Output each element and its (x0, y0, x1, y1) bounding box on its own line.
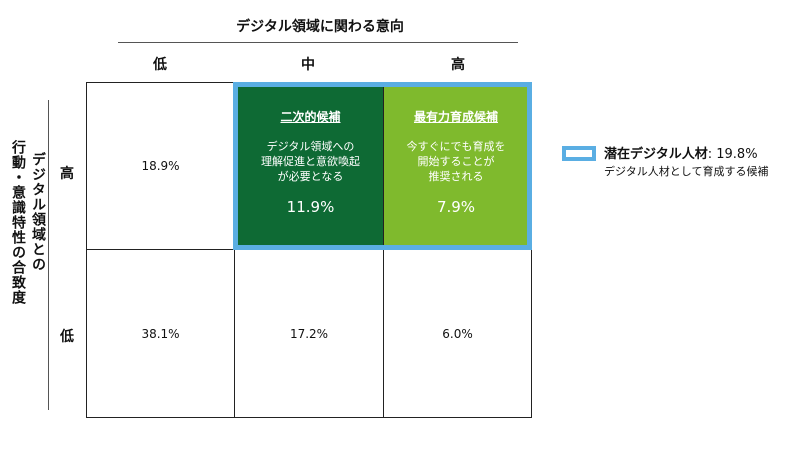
legend-label: 潜在デジタル人材: 19.8% (604, 143, 758, 162)
cell-low-high-value: 6.0% (442, 326, 473, 341)
top-candidate-desc-line2: 開始することが (417, 155, 495, 168)
column-header-high: 高 (451, 57, 465, 73)
top-candidate-description: 今すぐにでも育成を 開始することが 推奨される (384, 139, 528, 184)
secondary-candidate-title: 二次的候補 (280, 110, 341, 124)
top-axis-title: デジタル領域に関わる意向 (236, 19, 404, 35)
cell-secondary-candidate: 二次的候補 デジタル領域への 理解促進と意欲喚起 が必要となる 11.9% (238, 86, 383, 245)
potential-digital-talent-highlight (233, 82, 532, 250)
top-candidate-title: 最有力育成候補 (413, 110, 498, 124)
side-axis-title-line1: デジタル領域との (30, 152, 46, 272)
legend-value: : 19.8% (707, 147, 758, 162)
grid-line-vertical-1 (234, 82, 235, 418)
secondary-candidate-desc-line3: が必要となる (277, 170, 344, 183)
grid-line-vertical-2 (383, 82, 384, 418)
secondary-candidate-description: デジタル領域への 理解促進と意欲喚起 が必要となる (238, 139, 383, 184)
top-candidate-value: 7.9% (436, 198, 476, 216)
cell-high-low: 18.9% (87, 83, 234, 249)
row-header-low: 低 (60, 329, 74, 345)
column-header-low: 低 (153, 57, 167, 73)
top-candidate-desc-line1: 今すぐにでも育成を (406, 140, 506, 153)
legend-swatch (562, 146, 596, 161)
cell-low-low: 38.1% (87, 250, 234, 417)
secondary-candidate-value: 11.9% (286, 198, 335, 216)
cell-low-low-value: 38.1% (141, 326, 180, 341)
secondary-candidate-desc-line2: 理解促進と意欲喚起 (261, 155, 360, 168)
cell-low-mid: 17.2% (235, 250, 383, 417)
row-header-high: 高 (60, 166, 74, 182)
side-axis-line (48, 100, 49, 410)
cell-high-low-value: 18.9% (141, 159, 180, 173)
legend-label-text: 潜在デジタル人材 (604, 147, 708, 162)
cell-top-candidate: 最有力育成候補 今すぐにでも育成を 開始することが 推奨される 7.9% (384, 86, 528, 245)
column-header-mid: 中 (301, 57, 315, 73)
cell-low-mid-value: 17.2% (289, 326, 329, 341)
top-candidate-desc-line3: 推奨される (428, 170, 484, 183)
cell-low-high: 6.0% (384, 250, 531, 417)
legend-sublabel: デジタル人材として育成する候補 (604, 165, 769, 178)
secondary-candidate-desc-line1: デジタル領域への (266, 140, 355, 153)
top-axis-line (118, 42, 518, 43)
side-axis-title-line2: 行動・意識特性の合致度 (10, 140, 26, 305)
